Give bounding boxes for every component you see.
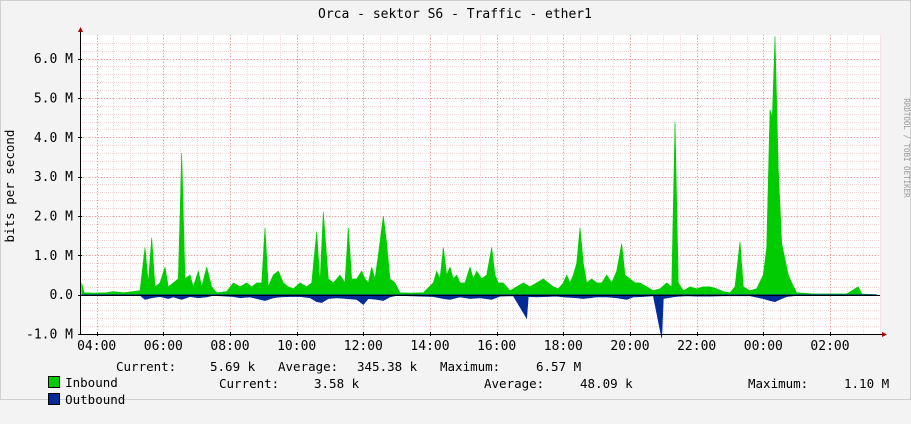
x-tick-label: 16:00 bbox=[477, 339, 516, 354]
x-tick-label: 00:00 bbox=[744, 339, 783, 354]
y-tick-label: 4.0 M bbox=[34, 131, 73, 146]
inbound-maximum-value: 6.57 M bbox=[536, 359, 582, 374]
inbound-average-value: 345.38 k bbox=[357, 359, 418, 374]
x-tick-label: 02:00 bbox=[810, 339, 849, 354]
x-tick-label: 10:00 bbox=[277, 339, 316, 354]
x-tick-label: 08:00 bbox=[210, 339, 249, 354]
outbound-current-label: Current: bbox=[219, 376, 280, 391]
x-tick-label: 12:00 bbox=[344, 339, 383, 354]
inbound-maximum-label: Maximum: bbox=[440, 359, 501, 374]
legend-name-inbound: Inbound bbox=[65, 375, 118, 390]
outbound-current-value: 3.58 k bbox=[314, 376, 360, 391]
outbound-average-value: 48.09 k bbox=[580, 376, 633, 391]
inbound-average-label: Average: bbox=[278, 359, 339, 374]
inbound-current-value: 5.69 k bbox=[210, 359, 256, 374]
legend-swatch-outbound bbox=[48, 393, 61, 405]
y-tick-label: 1.0 M bbox=[34, 249, 73, 264]
x-tick-label: 22:00 bbox=[677, 339, 716, 354]
legend: Inbound Current: 5.69 k Average: 345.38 … bbox=[0, 358, 911, 407]
y-tick-label: -1.0 M bbox=[26, 328, 73, 343]
inbound-current-label: Current: bbox=[116, 359, 177, 374]
series-inbound bbox=[81, 36, 877, 295]
legend-row-inbound: Inbound bbox=[18, 359, 118, 390]
y-axis-arrow bbox=[78, 27, 83, 32]
legend-swatch-inbound bbox=[48, 376, 61, 388]
y-tick-labels: -1.0 M 0.0 1.0 M 2.0 M 3.0 M 4.0 M 5.0 M 6.0 M bbox=[26, 52, 73, 342]
outbound-maximum-value: 1.10 M bbox=[844, 376, 890, 391]
outbound-maximum-label: Maximum: bbox=[748, 376, 809, 391]
y-axis-label: bits per second bbox=[2, 130, 17, 243]
axes bbox=[78, 27, 887, 337]
x-tick-label: 20:00 bbox=[610, 339, 649, 354]
series-layer bbox=[80, 36, 880, 338]
legend-row-outbound: Outbound bbox=[18, 376, 125, 407]
x-tick-label: 06:00 bbox=[144, 339, 183, 354]
y-tick-label: 3.0 M bbox=[34, 170, 73, 185]
y-tick-label: 6.0 M bbox=[34, 52, 73, 67]
y-tick-label: 5.0 M bbox=[34, 91, 73, 106]
x-tick-label: 04:00 bbox=[77, 339, 116, 354]
x-tick-label: 18:00 bbox=[544, 339, 583, 354]
y-tick-label: 0.0 bbox=[50, 288, 73, 303]
outbound-average-label: Average: bbox=[484, 376, 545, 391]
x-axis-arrow bbox=[882, 332, 887, 337]
chart-title: Orca - sektor S6 - Traffic - ether1 bbox=[318, 7, 592, 22]
x-tick-label: 14:00 bbox=[410, 339, 449, 354]
y-tick-label: 2.0 M bbox=[34, 209, 73, 224]
watermark: RRDTOOL / TOBI OETIKER bbox=[902, 98, 911, 198]
x-tick-labels: 04:00 06:00 08:00 10:00 12:00 14:00 16:00 18:00… bbox=[77, 339, 849, 354]
traffic-chart: Orca - sektor S6 - Traffic - ether1 bits… bbox=[0, 0, 911, 400]
